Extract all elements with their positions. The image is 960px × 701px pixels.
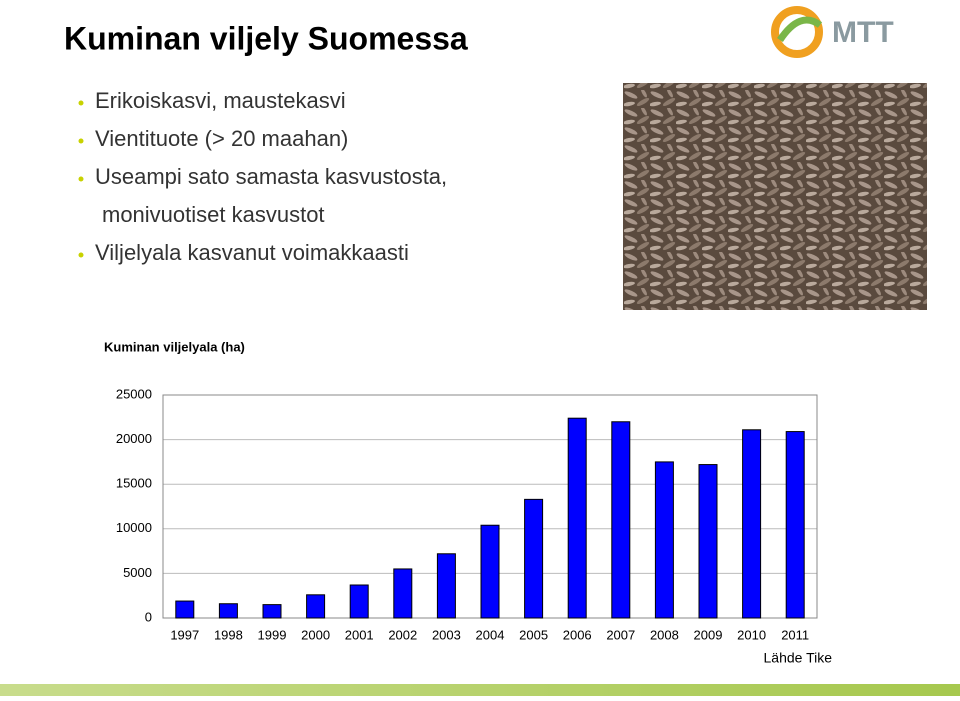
footer-stripe (0, 684, 960, 696)
y-tick-label: 15000 (116, 476, 152, 491)
logo-text: MTT (832, 16, 894, 49)
bar (349, 584, 369, 619)
x-tick-label: 2008 (650, 627, 679, 642)
bar (742, 429, 762, 619)
bar (306, 594, 326, 619)
x-tick-label: 2005 (519, 627, 548, 642)
bullet-dot (78, 176, 84, 182)
y-tick-label: 0 (145, 609, 152, 624)
x-tick-label: 2010 (737, 627, 766, 642)
bullet-text: Useampi sato samasta kasvustosta, (95, 164, 447, 189)
bar (436, 553, 456, 619)
x-tick-label: 2004 (476, 627, 505, 642)
y-tick-label: 10000 (116, 520, 152, 535)
x-tick-label: 2007 (606, 627, 635, 642)
x-tick-label: 2009 (694, 627, 723, 642)
x-tick-label: 2011 (781, 627, 809, 642)
bar (393, 568, 413, 619)
bar (218, 603, 238, 619)
x-tick-label: 2003 (432, 627, 461, 642)
chart: 0 5000 10000 15000 20000 25000 1997 1998 1999 200… (116, 386, 818, 642)
photo (623, 83, 927, 310)
bar (524, 498, 544, 619)
bullet-text: Viljelyala kasvanut voimakkaasti (95, 240, 409, 265)
x-tick-label: 2002 (388, 627, 417, 642)
bar (611, 421, 631, 619)
x-tick-label: 2006 (563, 627, 592, 642)
x-tick-label: 1998 (214, 627, 243, 642)
bar (567, 417, 587, 619)
chart-title: Kuminan viljelyala (ha) (104, 339, 245, 354)
logo-mark (777, 16, 823, 43)
y-tick-label: 5000 (123, 565, 152, 580)
bullet-dot (78, 100, 84, 106)
source-note: Lähde Tike (764, 650, 833, 666)
x-tick-label: 1997 (170, 627, 199, 642)
bullet-dot (78, 138, 84, 144)
y-tick-label: 25000 (116, 386, 152, 401)
bullet-text: monivuotiset kasvustot (102, 202, 325, 227)
bar (262, 604, 282, 619)
x-tick-label: 2000 (301, 627, 330, 642)
y-tick-label: 20000 (116, 431, 152, 446)
bar (654, 461, 674, 619)
bullet-dot (78, 252, 84, 258)
bar (698, 464, 718, 619)
bar (785, 431, 805, 619)
x-tick-label: 2001 (345, 627, 374, 642)
bar (175, 600, 195, 619)
bullet-list: Erikoiskasvi, maustekasvi Vientituote (> … (78, 88, 447, 265)
logo-mark (771, 6, 823, 58)
logo: MTT (771, 6, 894, 58)
x-tick-label: 1999 (258, 627, 287, 642)
bar (480, 524, 500, 619)
slide-title: Kuminan viljely Suomessa (64, 20, 468, 56)
bullet-text: Erikoiskasvi, maustekasvi (95, 88, 346, 113)
bullet-text: Vientituote (> 20 maahan) (95, 126, 348, 151)
